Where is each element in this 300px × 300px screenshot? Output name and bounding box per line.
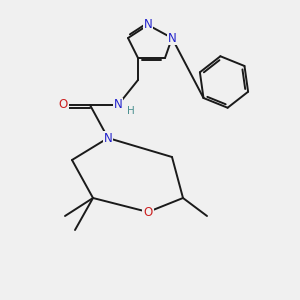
Text: N: N xyxy=(144,19,152,32)
Text: N: N xyxy=(168,32,176,44)
Text: N: N xyxy=(103,131,112,145)
Text: H: H xyxy=(127,106,135,116)
Text: N: N xyxy=(114,98,122,112)
Text: O: O xyxy=(143,206,153,218)
Text: O: O xyxy=(58,98,68,112)
